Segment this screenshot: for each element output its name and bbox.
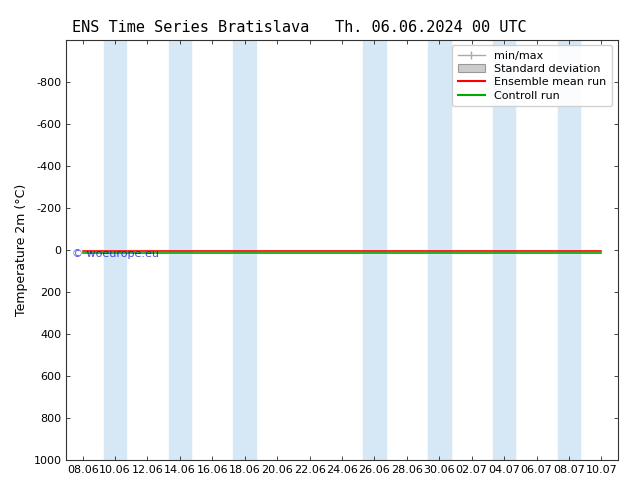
Text: Th. 06.06.2024 00 UTC: Th. 06.06.2024 00 UTC xyxy=(335,20,527,35)
Bar xyxy=(428,40,451,460)
Bar xyxy=(363,40,385,460)
Text: © woeurope.eu: © woeurope.eu xyxy=(72,249,159,259)
Text: ENS Time Series Bratislava: ENS Time Series Bratislava xyxy=(72,20,309,35)
Bar xyxy=(493,40,515,460)
Bar xyxy=(557,40,580,460)
Bar xyxy=(104,40,126,460)
Bar xyxy=(169,40,191,460)
Y-axis label: Temperature 2m (°C): Temperature 2m (°C) xyxy=(15,184,28,316)
Legend: min/max, Standard deviation, Ensemble mean run, Controll run: min/max, Standard deviation, Ensemble me… xyxy=(452,45,612,106)
Bar xyxy=(233,40,256,460)
